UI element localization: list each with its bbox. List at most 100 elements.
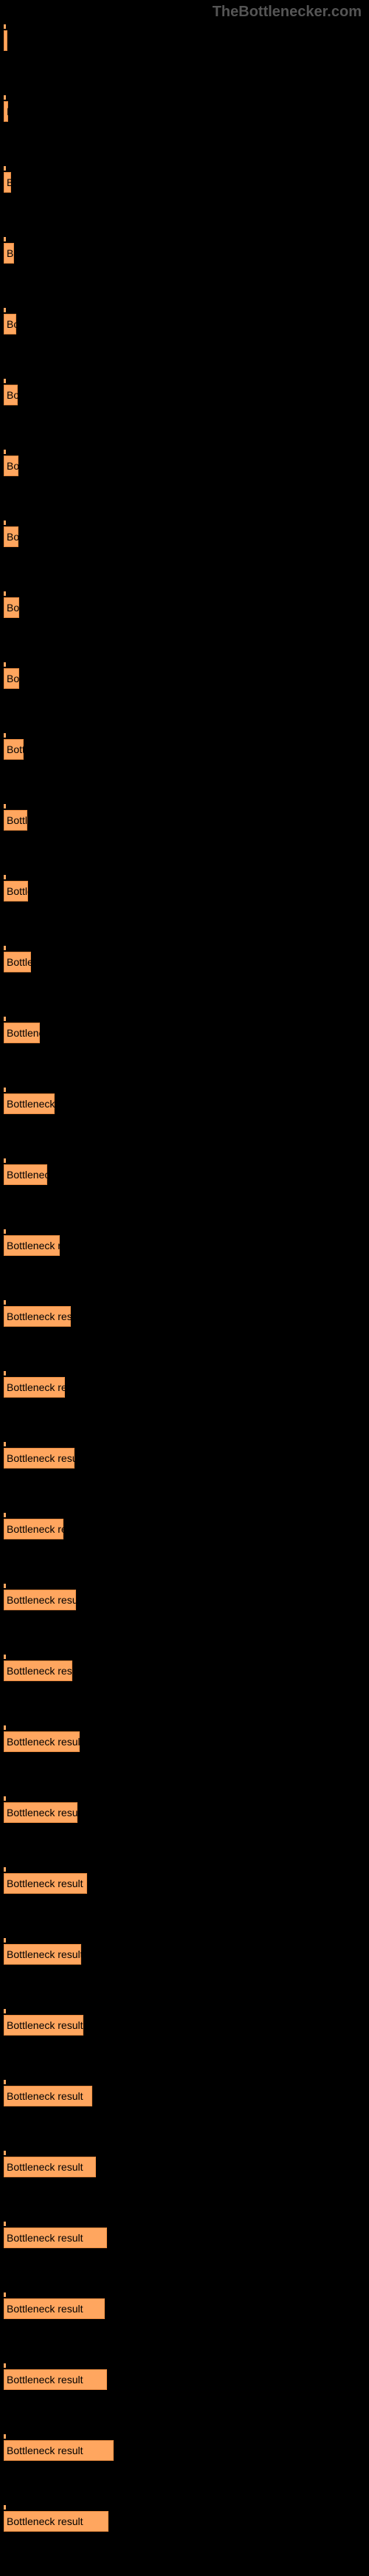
- bar-label: Bottleneck result: [7, 1665, 83, 1677]
- bar-item: B: [4, 24, 365, 51]
- bar-item: Bo: [4, 591, 365, 618]
- bar-label: Bottleneck result: [7, 1452, 83, 1464]
- bar-marker: [4, 733, 6, 738]
- bar: Bo: [4, 668, 19, 689]
- bar: Bo: [4, 385, 18, 405]
- bar: Bottleneck result: [4, 1448, 75, 1469]
- bar: Bottleneck result: [4, 1802, 77, 1823]
- bar: Bottleneck result: [4, 2511, 108, 2532]
- bar: Bottleneck result: [4, 2298, 105, 2319]
- bar: Bottleneck re: [4, 1093, 55, 1114]
- bar: Bottleneck result: [4, 2440, 114, 2461]
- bar-label: Bottleneck result: [7, 2161, 83, 2173]
- bar: Bottleneck resu: [4, 1235, 60, 1256]
- bar-item: Bo: [4, 662, 365, 689]
- bar-label: Bottleneck res: [7, 1523, 72, 1535]
- bar: Bottle: [4, 810, 27, 831]
- bar-label: Bottle: [7, 956, 33, 968]
- bar-marker: [4, 1229, 6, 1234]
- bar-label: Bottle: [7, 885, 33, 897]
- bar-marker: [4, 1088, 6, 1092]
- bar-marker: [4, 1442, 6, 1446]
- bar-label: Bottleneck result: [7, 1878, 83, 1889]
- bar-marker: [4, 875, 6, 879]
- bar-label: Bottleneck result: [7, 2019, 83, 2031]
- bar-item: Bottleneck resu: [4, 1229, 365, 1256]
- bar-item: Bottle: [4, 804, 365, 831]
- bar-item: Bottleneck result: [4, 2080, 365, 2106]
- bar: Bottleneck result: [4, 1873, 87, 1894]
- bar-label: Bo: [7, 531, 19, 543]
- bar: Bottleneck result: [4, 2369, 107, 2390]
- bar-label: Bott: [7, 743, 25, 755]
- bar-label: Bottleneck result: [7, 1948, 83, 1960]
- bar-label: Bottle: [7, 814, 33, 826]
- bar-label: Bottlenec: [7, 1027, 49, 1039]
- bar-marker: [4, 1584, 6, 1588]
- bar: Bottleneck result: [4, 1944, 81, 1965]
- bar-item: Bottleneck result: [4, 1867, 365, 1894]
- bar-item: Bottleneck result: [4, 2292, 365, 2319]
- bar-item: Bottleneck res: [4, 1513, 365, 1539]
- bar-item: Bottleneck result: [4, 2009, 365, 2036]
- bar-marker: [4, 2222, 6, 2226]
- bar: Bottleneck resu: [4, 1377, 65, 1398]
- bar-label: Bottleneck resu: [7, 1381, 78, 1393]
- bar-marker: [4, 1158, 6, 1163]
- bar-marker: [4, 450, 6, 454]
- bar-item: Bottleneck result: [4, 1584, 365, 1610]
- bar-label: B: [7, 247, 13, 259]
- bar-item: B: [4, 166, 365, 193]
- bar: Bottleneck res: [4, 1519, 63, 1539]
- bar-marker: [4, 379, 6, 383]
- bar-label: Bottleneck re: [7, 1098, 67, 1110]
- bar-item: Bo: [4, 379, 365, 405]
- bar-marker: [4, 1938, 6, 1943]
- bar-item: Bottleneck result: [4, 2222, 365, 2248]
- bar-marker: [4, 2434, 6, 2439]
- bar: B: [4, 101, 8, 122]
- bar-item: Bottleneck: [4, 1158, 365, 1185]
- bar: Bottleneck result: [4, 2086, 92, 2106]
- bar-marker: [4, 591, 6, 596]
- bar-item: Bottleneck result: [4, 2505, 365, 2532]
- bar-label: Bottleneck result: [7, 2515, 83, 2527]
- bar-label: Bottleneck result: [7, 1807, 83, 1818]
- bar-marker: [4, 237, 6, 241]
- bar-marker: [4, 2292, 6, 2297]
- bar-label: Bo: [7, 602, 19, 614]
- bar: Bo: [4, 597, 19, 618]
- bar: Bottle: [4, 952, 31, 972]
- bar-marker: [4, 1655, 6, 1659]
- bar-item: Bottlenec: [4, 1017, 365, 1043]
- bar-label: Bottleneck result: [7, 1736, 83, 1748]
- bar-label: Bottleneck: [7, 1169, 55, 1181]
- bar-marker: [4, 2505, 6, 2510]
- bar-marker: [4, 2151, 6, 2155]
- bar-label: Bottleneck result: [7, 2090, 83, 2102]
- bar: Bottleneck result: [4, 2015, 83, 2036]
- bar-marker: [4, 1371, 6, 1375]
- bar-label: Bottleneck result: [7, 2303, 83, 2315]
- bar-item: Bottle: [4, 946, 365, 972]
- bar-item: Bottleneck resu: [4, 1371, 365, 1398]
- bar-marker: [4, 2009, 6, 2013]
- bar-marker: [4, 946, 6, 950]
- bar: Bottleneck: [4, 1164, 47, 1185]
- chart-container: BBBBBoBoBoBoBoBoBottBottleBottleBottleBo…: [0, 24, 369, 2532]
- bar: Bottleneck result: [4, 1306, 71, 1327]
- bar-item: Bottleneck result: [4, 1938, 365, 1965]
- watermark-text: TheBottlenecker.com: [0, 0, 369, 24]
- bar-label: Bo: [7, 460, 19, 472]
- bar-item: Bottleneck result: [4, 1655, 365, 1681]
- bar-marker: [4, 95, 6, 100]
- bar-label: Bottleneck result: [7, 2232, 83, 2244]
- bar-item: Bottleneck result: [4, 1796, 365, 1823]
- bar-item: Bottle: [4, 875, 365, 901]
- bar-label: Bottleneck result: [7, 2374, 83, 2386]
- bar-item: Bottleneck result: [4, 1725, 365, 1752]
- bar-item: Bo: [4, 521, 365, 547]
- bar: Bottleneck result: [4, 1590, 76, 1610]
- bar-marker: [4, 1513, 6, 1517]
- bar: Bottlenec: [4, 1023, 40, 1043]
